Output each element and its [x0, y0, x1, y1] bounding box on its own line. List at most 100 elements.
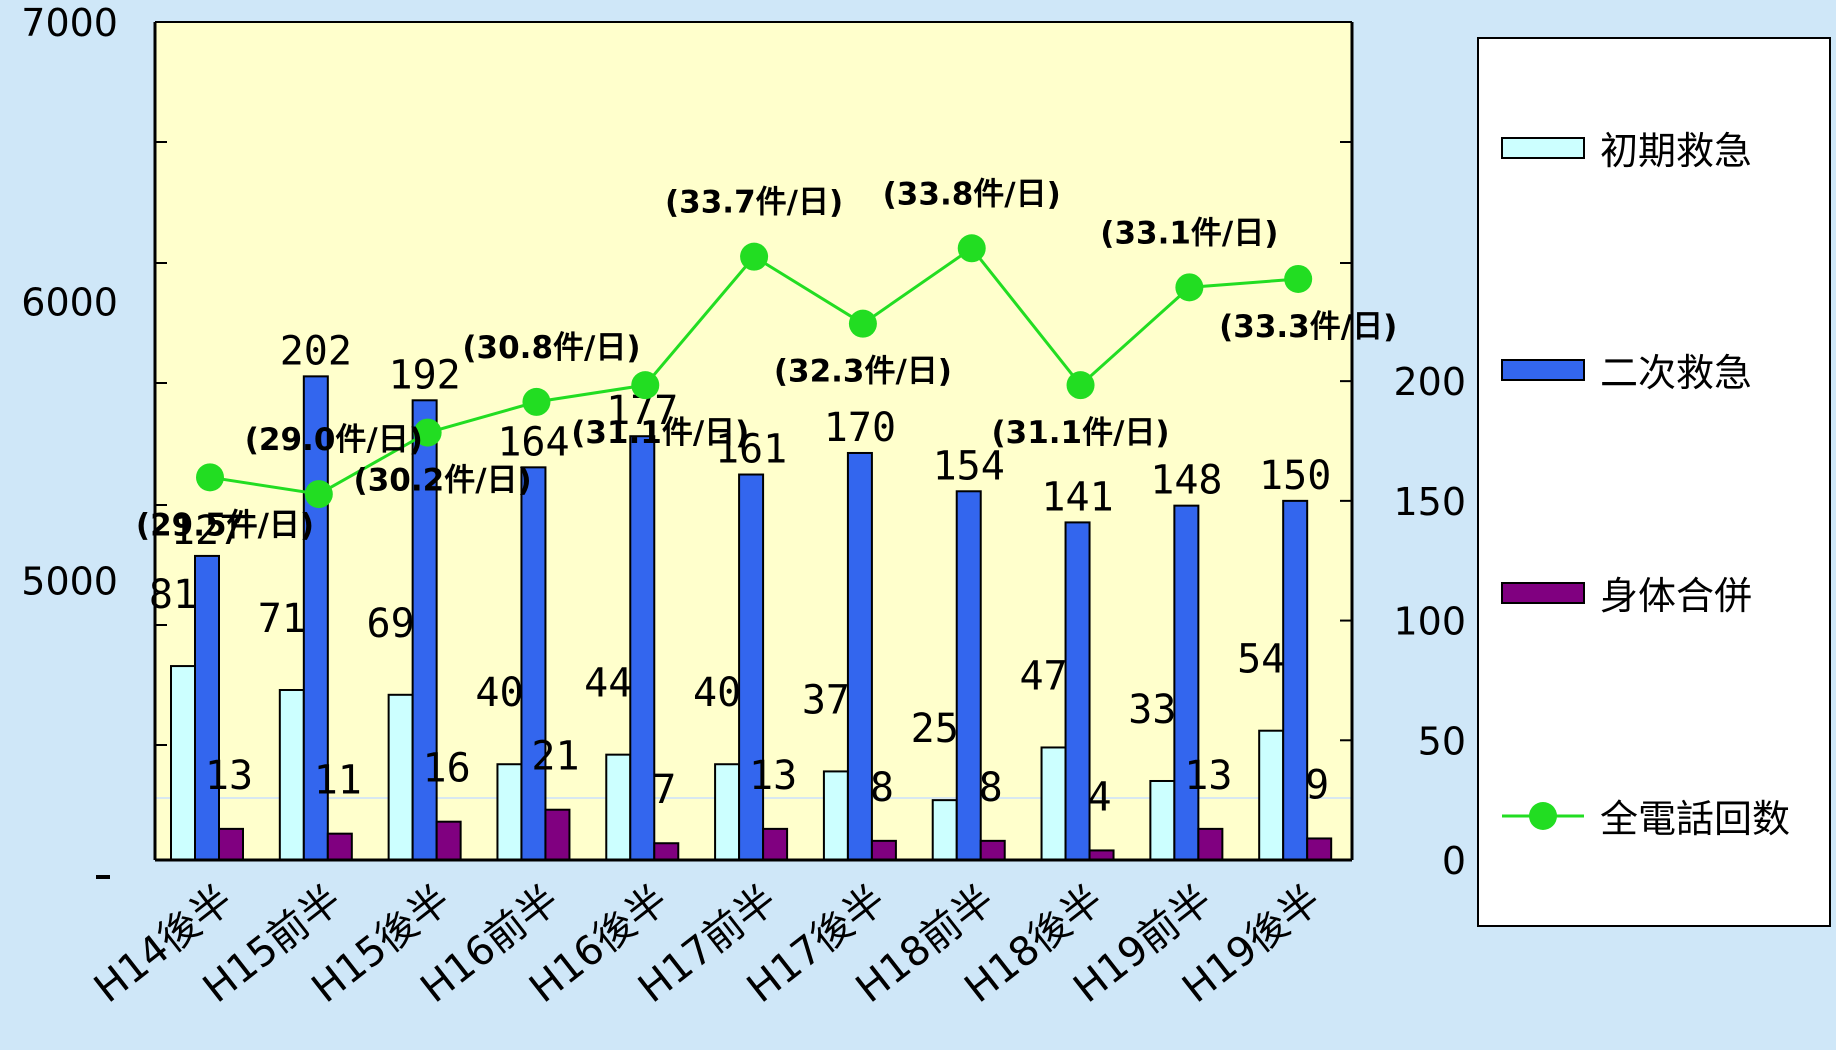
- per-day-annotation: (31.1件/日): [571, 415, 749, 451]
- bar-value-label: 37: [802, 677, 850, 723]
- bar-physical: [218, 827, 244, 861]
- legend-label: 身体合併: [1600, 574, 1752, 618]
- right-tick-label: 200: [1393, 360, 1466, 404]
- left-tick-label: 7000: [21, 1, 118, 45]
- bar-physical: [326, 832, 353, 861]
- right-tick-label: 0: [1442, 839, 1466, 883]
- bar-value-label: 33: [1128, 687, 1176, 733]
- bar-physical: [1197, 827, 1224, 861]
- per-day-annotations: (29.5件/日) (29.0件/日) (30.2件/日) (30.8件/日) (31.…: [136, 176, 1397, 543]
- bar-physical: [653, 842, 680, 861]
- bar-value-label: 13: [1184, 753, 1232, 799]
- bar-value-label: 9: [1305, 762, 1329, 808]
- total-calls-point: [522, 387, 551, 416]
- bar-physical: [544, 808, 571, 861]
- bar-initial: [822, 770, 849, 862]
- bar-initial: [1040, 746, 1067, 861]
- per-day-annotation: (30.2件/日): [354, 463, 532, 499]
- bar-initial: [387, 693, 414, 862]
- bar-secondary: [411, 399, 438, 861]
- right-axis-ticks: 0 50 100 150 200: [1393, 360, 1466, 883]
- total-calls-point: [1066, 371, 1095, 400]
- bar-value-label: 148: [1150, 458, 1222, 504]
- bar-value-label: 164: [497, 419, 569, 465]
- bar-value-label: 154: [933, 443, 1005, 489]
- bar-secondary: [1173, 504, 1200, 861]
- bar-value-label: 192: [389, 352, 461, 398]
- bar-value-labels: 8112713712021169192164016421441777401611…: [149, 328, 1331, 820]
- bar-value-label: 69: [367, 601, 415, 647]
- per-day-annotation: (29.5件/日): [136, 507, 314, 543]
- bar-value-label: 8: [870, 765, 894, 811]
- bar-physical: [435, 820, 462, 861]
- right-tick-label: 50: [1418, 719, 1466, 763]
- legend-swatch-physical: [1501, 582, 1585, 604]
- legend-swatch-secondary: [1501, 359, 1585, 381]
- bar-value-label: 47: [1019, 653, 1067, 699]
- bar-initial: [931, 799, 958, 862]
- total-calls-point: [740, 242, 769, 271]
- per-day-annotation: (33.3件/日): [1219, 309, 1397, 345]
- left-axis-ticks: 5000 6000 7000: [21, 1, 118, 604]
- bar-secondary: [1064, 521, 1091, 861]
- legend-label: 全電話回数: [1600, 797, 1790, 841]
- legend-label: 二次救急: [1600, 351, 1752, 395]
- bar-physical: [762, 827, 789, 861]
- bar-secondary: [629, 435, 656, 861]
- per-day-annotation: (33.7件/日): [665, 185, 843, 221]
- bar-secondary: [955, 490, 982, 861]
- legend-swatch-initial: [1501, 137, 1585, 159]
- per-day-annotation: (33.1件/日): [1100, 215, 1278, 251]
- bar-value-label: 161: [715, 427, 787, 473]
- bar-value-label: 71: [258, 596, 306, 642]
- bar-initial: [170, 665, 196, 862]
- total-calls-point: [304, 480, 333, 509]
- legend-box: [1477, 37, 1831, 927]
- bar-value-label: 25: [911, 706, 959, 752]
- left-tick-label: 5000: [21, 560, 118, 604]
- bar-value-label: 13: [205, 753, 253, 799]
- bar-physical: [1306, 837, 1333, 861]
- axes: [96, 21, 1354, 879]
- total-calls-point: [631, 371, 660, 400]
- total-calls-point: [1284, 264, 1313, 293]
- per-day-annotation: (29.0件/日): [245, 422, 423, 458]
- left-tick-label: 6000: [21, 280, 118, 324]
- bar-value-label: 40: [693, 670, 741, 716]
- bar-value-label: 54: [1237, 637, 1285, 683]
- per-day-annotation: (31.1件/日): [991, 415, 1169, 451]
- bar-physical: [979, 839, 1006, 861]
- total-calls-point: [413, 418, 442, 447]
- bar-secondary: [194, 554, 220, 861]
- bar-value-label: 13: [749, 753, 797, 799]
- bar-value-label: 16: [423, 746, 471, 792]
- per-day-annotation: (30.8件/日): [462, 330, 640, 366]
- bar-value-label: 44: [584, 661, 632, 707]
- right-tick-label: 100: [1393, 600, 1466, 644]
- bar-value-label: 202: [280, 328, 352, 374]
- bar-value-label: 4: [1087, 774, 1111, 820]
- bar-value-label: 40: [475, 670, 523, 716]
- per-day-annotation: (33.8件/日): [883, 176, 1061, 212]
- bar-initial: [1149, 779, 1176, 862]
- total-calls-point: [957, 234, 986, 263]
- total-calls-point: [196, 463, 224, 492]
- legend-label: 初期救急: [1600, 129, 1752, 173]
- bar-value-label: 141: [1041, 474, 1113, 520]
- bar-value-label: 127: [171, 508, 243, 554]
- bar-value-label: 150: [1259, 453, 1331, 499]
- category-labels: H14後半H15前半H15後半H16前半H16後半H17前半H17後半H18前半…: [86, 877, 1329, 1012]
- bar-value-label: 81: [149, 572, 197, 618]
- bar-initial: [605, 753, 632, 861]
- bar-value-label: 170: [824, 405, 896, 451]
- total-calls-point: [848, 309, 877, 338]
- bar-secondary: [520, 466, 547, 861]
- bar-value-label: 8: [979, 765, 1003, 811]
- bar-secondary: [1282, 499, 1309, 861]
- total-calls-line: [196, 234, 1313, 509]
- bar-secondary: [846, 451, 873, 861]
- bar-initial: [714, 763, 741, 862]
- bar-value-label: 21: [531, 734, 579, 780]
- bar-value-label: 11: [314, 758, 362, 804]
